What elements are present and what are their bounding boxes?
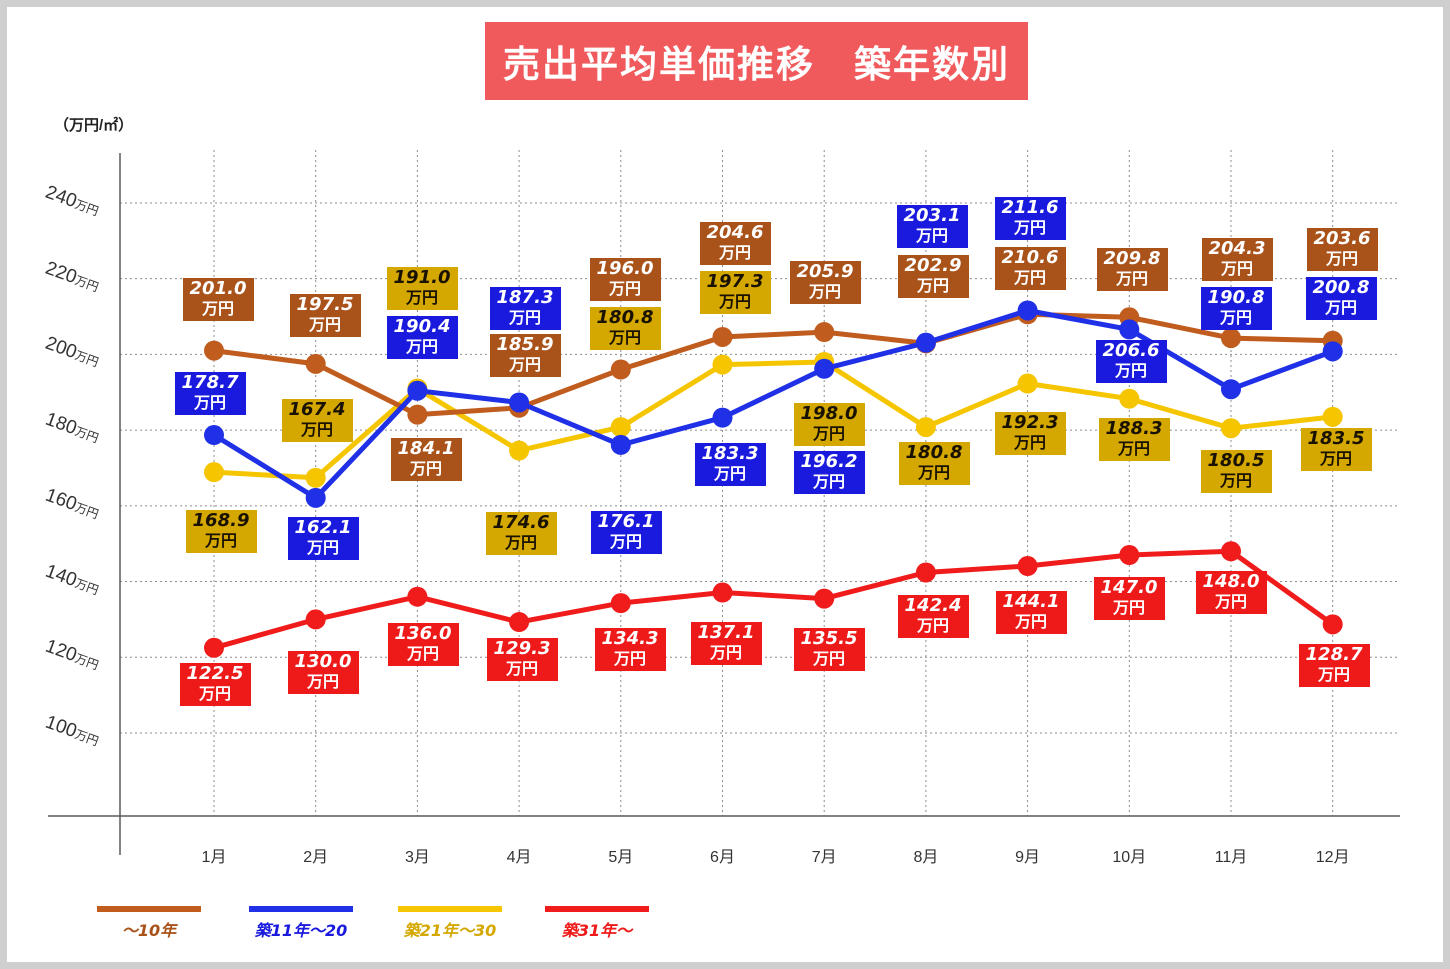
data-point [712, 326, 733, 347]
series-layer [204, 300, 1343, 658]
data-point [1221, 379, 1241, 400]
data-point [1119, 545, 1140, 566]
data-point [1017, 300, 1038, 321]
data-point [814, 322, 835, 343]
series-11-20y [204, 300, 1343, 508]
data-point [509, 612, 530, 633]
series-line-21-30y [211, 359, 1336, 481]
data-point [1322, 406, 1343, 427]
data-point [407, 404, 428, 425]
legend-item-upto-10y: ～10年 [97, 906, 201, 941]
data-point [1221, 328, 1241, 349]
data-point [305, 609, 326, 630]
legend-item-21-30y: 築21年～30 [398, 906, 502, 941]
data-point [712, 582, 733, 603]
data-point [1221, 541, 1241, 562]
data-point [305, 467, 326, 488]
data-point [1017, 556, 1038, 577]
data-point [1119, 319, 1140, 340]
legend-line [545, 906, 649, 912]
horizontal-gridlines [120, 202, 1400, 734]
data-point [610, 434, 631, 455]
chart-title: 売出平均単価推移 築年数別 [503, 43, 1010, 86]
data-point [1322, 341, 1343, 362]
legend-item-31y-plus: 築31年～ [545, 906, 649, 941]
legend-line [97, 906, 201, 912]
legend-line [249, 906, 353, 912]
legend-label: 築21年～30 [403, 921, 497, 940]
data-point [712, 407, 733, 428]
legend-label: 築11年～20 [254, 921, 348, 940]
data-point [610, 417, 631, 438]
data-point [204, 637, 224, 658]
series-31y-plus [204, 541, 1343, 658]
data-point [204, 340, 224, 361]
data-point [1119, 388, 1140, 409]
data-point [610, 593, 631, 614]
data-point [204, 462, 224, 483]
data-point [305, 353, 326, 374]
data-point [1221, 418, 1241, 439]
data-point [204, 425, 224, 446]
data-point [305, 487, 326, 508]
data-point [814, 358, 835, 379]
data-point [712, 354, 733, 375]
data-point [915, 332, 936, 353]
series-21-30y [204, 351, 1343, 488]
data-point [407, 380, 428, 401]
legend-label: 築31年～ [561, 921, 633, 940]
y-axis-unit-label: （万円/㎡） [54, 117, 134, 134]
chart-title-box: 売出平均単価推移 築年数別 [485, 22, 1028, 100]
data-point [1322, 614, 1343, 635]
legend-label: ～10年 [121, 921, 177, 940]
data-point [1017, 373, 1038, 394]
data-point [915, 417, 936, 438]
series-line-31y-plus [211, 548, 1336, 651]
data-point [407, 586, 428, 607]
series-line-11-20y [211, 308, 1336, 501]
data-point [610, 359, 631, 380]
legend-item-11-20y: 築11年～20 [249, 906, 353, 941]
data-point [509, 440, 530, 461]
data-point [814, 588, 835, 609]
vertical-gridlines [213, 150, 1334, 816]
legend-line [398, 906, 502, 912]
data-point [915, 562, 936, 583]
data-point [509, 392, 530, 413]
